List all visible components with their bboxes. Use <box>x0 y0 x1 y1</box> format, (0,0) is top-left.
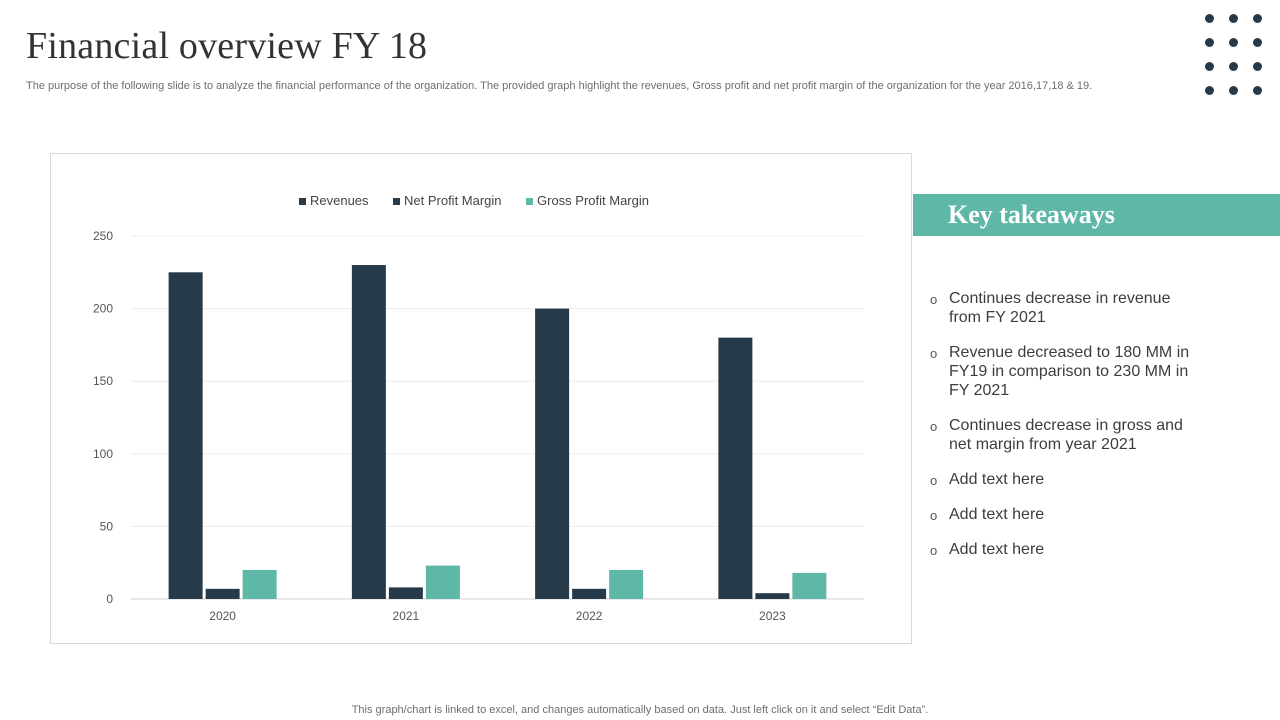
decorative-dot <box>1205 14 1214 23</box>
legend-swatch <box>393 198 400 205</box>
bullet-icon: o <box>930 508 938 523</box>
decorative-dot <box>1253 14 1262 23</box>
takeaway-item: o Revenue decreased to 180 MM in FY19 in … <box>930 343 1190 400</box>
x-tick-label: 2022 <box>576 609 603 623</box>
takeaway-text: Add text here <box>949 541 1045 558</box>
takeaway-text: Add text here <box>949 471 1045 488</box>
bullet-icon: o <box>930 543 938 558</box>
bar-chart: 0 50 100 150 200 250 2020 2021 2022 2023 Revenues N… <box>93 193 864 623</box>
y-tick-label: 200 <box>93 302 113 316</box>
y-tick-label: 250 <box>93 229 113 243</box>
bar-revenues <box>535 308 570 599</box>
x-tick-label: 2020 <box>209 609 236 623</box>
bar-net-profit-margin <box>205 588 240 599</box>
y-tick-label: 50 <box>100 519 114 533</box>
chart-panel[interactable]: 0 50 100 150 200 250 2020 2021 2022 2023 Revenues N… <box>50 153 912 644</box>
key-takeaways-header: Key takeaways <box>913 194 1280 236</box>
takeaway-item: o Add text here <box>930 505 1190 524</box>
takeaway-text: Continues decrease in gross and net marg… <box>949 417 1183 453</box>
bar-gross-profit-margin <box>425 565 460 599</box>
y-tick-label: 0 <box>106 592 113 606</box>
decorative-dot <box>1229 62 1238 71</box>
bar-revenues <box>351 265 386 599</box>
takeaway-item: o Continues decrease in revenue from FY 2… <box>930 289 1190 327</box>
decorative-dot-grid <box>1203 8 1275 98</box>
key-takeaways-title: Key takeaways <box>948 200 1115 229</box>
decorative-dot <box>1205 86 1214 95</box>
legend-label: Gross Profit Margin <box>537 193 649 208</box>
bullet-icon: o <box>930 292 938 307</box>
bullet-icon: o <box>930 346 938 361</box>
legend-swatch <box>526 198 533 205</box>
decorative-dot <box>1253 38 1262 47</box>
bar-revenues <box>718 337 753 599</box>
legend-label: Revenues <box>310 193 369 208</box>
footer-note: This graph/chart is linked to excel, and… <box>351 704 929 716</box>
page-title: Financial overview FY 18 <box>26 25 428 67</box>
x-tick-label: 2021 <box>393 609 420 623</box>
decorative-dot <box>1229 86 1238 95</box>
bullet-icon: o <box>930 473 938 488</box>
takeaway-text: Continues decrease in revenue from FY 20… <box>949 290 1171 326</box>
page-subtitle: The purpose of the following slide is to… <box>26 80 1093 92</box>
bullet-icon: o <box>930 419 938 434</box>
decorative-dot <box>1205 62 1214 71</box>
decorative-dot <box>1229 38 1238 47</box>
takeaway-item: o Add text here <box>930 540 1190 559</box>
decorative-dot <box>1205 38 1214 47</box>
takeaway-item: o Add text here <box>930 470 1190 489</box>
takeaway-text: Add text here <box>949 506 1045 523</box>
x-tick-label: 2023 <box>759 609 786 623</box>
decorative-dot <box>1253 86 1262 95</box>
key-takeaways-list: o Continues decrease in revenue from FY 2… <box>930 289 1190 575</box>
y-tick-label: 100 <box>93 447 113 461</box>
legend-swatch <box>299 198 306 205</box>
decorative-dot <box>1253 62 1262 71</box>
bar-net-profit-margin <box>388 587 423 599</box>
bar-revenues <box>168 272 203 599</box>
bar-net-profit-margin <box>755 593 790 599</box>
bar-gross-profit-margin <box>242 569 277 599</box>
takeaway-text: Revenue decreased to 180 MM in FY19 in c… <box>949 344 1190 399</box>
decorative-dot <box>1229 14 1238 23</box>
y-tick-label: 150 <box>93 374 113 388</box>
bar-net-profit-margin <box>572 588 607 599</box>
takeaway-item: o Continues decrease in gross and net mar… <box>930 416 1190 454</box>
bar-gross-profit-margin <box>792 572 827 599</box>
bar-gross-profit-margin <box>609 569 644 599</box>
legend-label: Net Profit Margin <box>404 193 502 208</box>
